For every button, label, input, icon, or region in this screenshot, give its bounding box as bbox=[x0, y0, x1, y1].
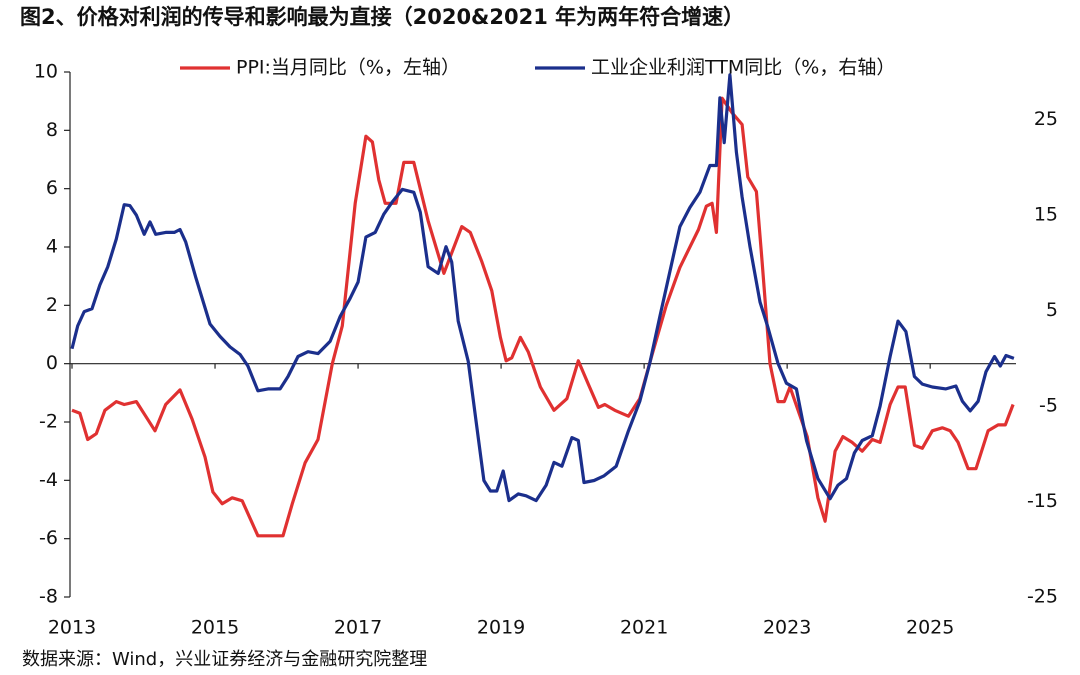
y-tick-label: -8 bbox=[39, 586, 58, 608]
y-tick-label: -4 bbox=[39, 469, 58, 491]
x-tick-label: 2017 bbox=[334, 617, 382, 639]
y2-tick-label: 5 bbox=[1046, 299, 1058, 321]
y-tick-label: 0 bbox=[46, 352, 58, 374]
x-tick-label: 2023 bbox=[763, 617, 811, 639]
y-tick-label: 10 bbox=[34, 61, 58, 83]
x-tick-label: 2013 bbox=[48, 617, 96, 639]
series-line bbox=[71, 96, 1015, 538]
y-tick-label: -6 bbox=[39, 527, 58, 549]
series-line bbox=[70, 73, 1015, 503]
y2-tick-label: 15 bbox=[1034, 204, 1058, 226]
chart-title: 图2、价格对利润的传导和影响最为直接（2020&2021 年为两年符合增速） bbox=[20, 5, 744, 29]
x-tick-label: 2025 bbox=[906, 617, 954, 639]
source-note: 数据来源：Wind，兴业证券经济与金融研究院整理 bbox=[22, 649, 427, 670]
y-tick-label: -2 bbox=[39, 411, 58, 433]
y-tick-label: 2 bbox=[46, 294, 58, 316]
legend-label: 工业企业利润TTM同比（%，右轴） bbox=[591, 57, 895, 79]
x-tick-label: 2015 bbox=[191, 617, 239, 639]
y2-tick-label: -15 bbox=[1027, 490, 1058, 512]
y-tick-label: 8 bbox=[46, 119, 58, 141]
y2-tick-label: 25 bbox=[1034, 108, 1058, 130]
x-tick-label: 2019 bbox=[477, 617, 525, 639]
y2-tick-label: -25 bbox=[1027, 586, 1058, 608]
x-tick-label: 2021 bbox=[620, 617, 668, 639]
y2-tick-label: -5 bbox=[1039, 395, 1058, 417]
y-tick-label: 4 bbox=[46, 236, 58, 258]
legend-label: PPI:当月同比（%，左轴） bbox=[236, 57, 460, 79]
y-tick-label: 6 bbox=[46, 177, 58, 199]
